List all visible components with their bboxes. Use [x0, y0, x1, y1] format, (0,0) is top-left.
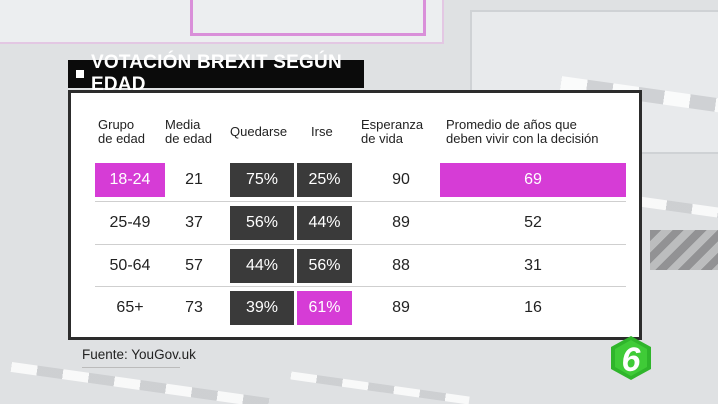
cell-remain: 39%	[230, 291, 294, 325]
background-panel	[0, 0, 444, 44]
cell-group: 25-49	[109, 214, 151, 231]
cell-life-expectancy: 88	[392, 257, 410, 274]
cell-mean-age: 57	[185, 257, 203, 274]
cell-remain: 56%	[230, 206, 294, 240]
cell-leave: 56%	[297, 249, 352, 283]
lasexta-6-logo-icon: 6	[611, 336, 651, 380]
cell-group: 18-24	[95, 163, 165, 197]
source-underline	[82, 367, 180, 368]
source-note: Fuente: YouGov.uk	[82, 347, 196, 362]
background-stripe	[290, 371, 470, 404]
background-frame	[190, 0, 426, 36]
title-bar: VOTACIÓN BREXIT SEGÚN EDAD	[68, 52, 364, 95]
cell-leave: 25%	[297, 163, 352, 197]
cell-leave: 61%	[297, 291, 352, 325]
cell-years: 52	[524, 214, 542, 231]
cell-remain: 44%	[230, 249, 294, 283]
header-leave: Irse	[311, 124, 333, 139]
header-life-expectancy: Esperanza de vida	[361, 117, 424, 146]
row-divider	[95, 286, 626, 287]
cell-mean-age: 37	[185, 214, 203, 231]
cell-mean-age: 21	[185, 171, 203, 188]
cell-years: 69	[440, 163, 626, 197]
header-years-to-live: Promedio de años que deben vivir con la …	[446, 117, 599, 146]
cell-years: 16	[524, 299, 542, 316]
cell-group: 50-64	[109, 257, 151, 274]
square-bullet-icon	[76, 70, 84, 78]
cell-life-expectancy: 90	[392, 171, 410, 188]
background-stripe	[10, 361, 270, 404]
cell-remain: 75%	[230, 163, 294, 197]
cell-leave: 44%	[297, 206, 352, 240]
page-title: VOTACIÓN BREXIT SEGÚN EDAD	[91, 52, 342, 95]
row-divider	[95, 201, 626, 202]
cell-life-expectancy: 89	[392, 214, 410, 231]
cell-years: 31	[524, 257, 542, 274]
cell-life-expectancy: 89	[392, 299, 410, 316]
cell-group: 65+	[116, 299, 144, 316]
header-group: Grupo de edad	[98, 117, 145, 146]
header-mean-age: Media de edad	[165, 117, 212, 146]
row-divider	[95, 244, 626, 245]
cell-mean-age: 73	[185, 299, 203, 316]
background-stripe	[639, 196, 718, 224]
background-pattern	[650, 230, 718, 270]
svg-text:6: 6	[622, 341, 642, 379]
header-remain: Quedarse	[230, 124, 288, 139]
results-table: Grupo de edad Media de edad Quedarse Irs…	[68, 90, 642, 340]
